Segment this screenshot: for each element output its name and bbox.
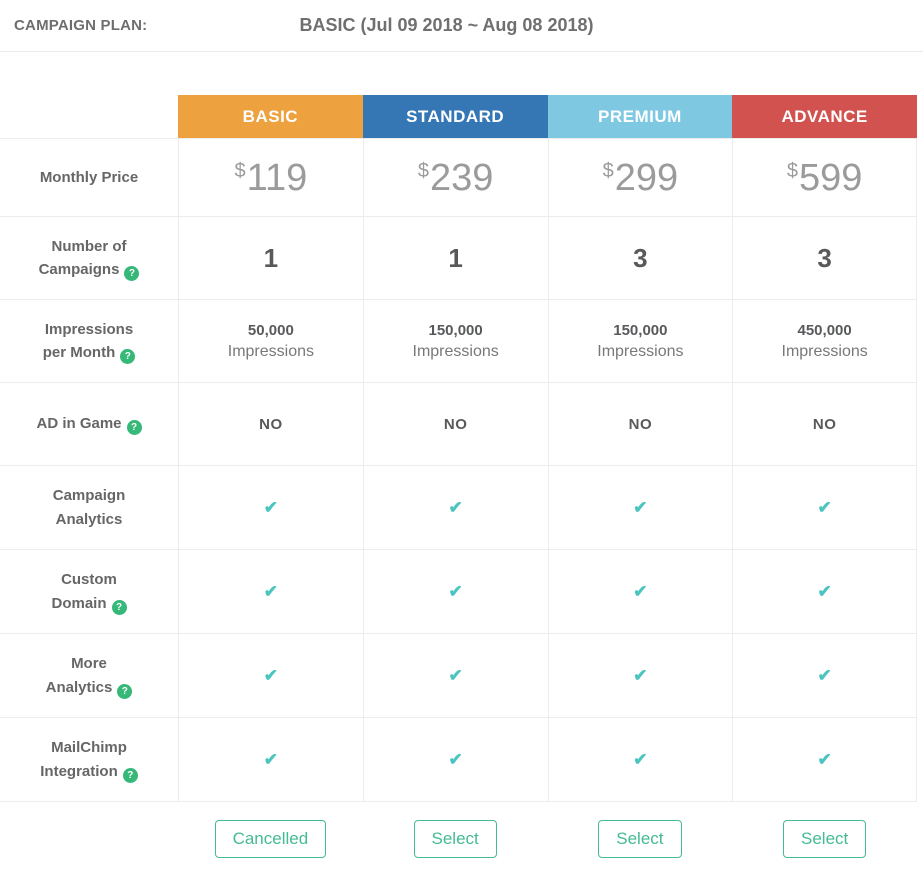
campaign-analytics-standard: ✔ <box>362 466 548 550</box>
check-icon: ✔ <box>263 497 278 517</box>
campaign-analytics-basic: ✔ <box>178 466 363 550</box>
mailchimp-standard: ✔ <box>362 718 548 802</box>
footer-advance: Select <box>732 802 917 875</box>
price-advance: $599 <box>732 139 917 217</box>
check-icon: ✔ <box>263 665 278 685</box>
more-analytics-premium: ✔ <box>547 634 733 718</box>
plan-header-standard: STANDARD <box>362 95 548 139</box>
currency-symbol: $ <box>786 159 798 182</box>
select-advance-button[interactable]: Select <box>783 819 867 858</box>
row-label-monthly-price: Monthly Price <box>0 139 178 217</box>
row-label-number-of-campaigns: Number of Campaigns? <box>0 217 178 300</box>
check-icon: ✔ <box>448 581 463 601</box>
help-icon[interactable]: ? <box>120 349 136 364</box>
check-icon: ✔ <box>448 497 463 517</box>
mailchimp-advance: ✔ <box>732 718 917 802</box>
campaigns-basic: 1 <box>178 217 363 300</box>
campaign-plan-bar: CAMPAIGN PLAN: BASIC (Jul 09 2018 ~ Aug … <box>0 0 923 52</box>
check-icon: ✔ <box>448 665 463 685</box>
custom-domain-standard: ✔ <box>362 550 548 634</box>
ad-in-game-basic: NO <box>178 383 363 466</box>
campaigns-premium: 3 <box>547 217 733 300</box>
plan-header-advance: ADVANCE <box>732 95 917 139</box>
more-analytics-advance: ✔ <box>732 634 917 718</box>
mailchimp-premium: ✔ <box>547 718 733 802</box>
check-icon: ✔ <box>633 497 648 517</box>
check-icon: ✔ <box>817 665 832 685</box>
impressions-standard: 150,000 Impressions <box>362 300 548 383</box>
row-label-impressions-per-month: Impressions per Month? <box>0 300 178 383</box>
custom-domain-advance: ✔ <box>732 550 917 634</box>
campaign-plan-title: BASIC (Jul 09 2018 ~ Aug 08 2018) <box>299 15 594 35</box>
row-label-more-analytics: More Analytics? <box>0 634 178 718</box>
impressions-basic: 50,000 Impressions <box>178 300 363 383</box>
mailchimp-basic: ✔ <box>178 718 363 802</box>
ad-in-game-premium: NO <box>547 383 733 466</box>
ad-in-game-standard: NO <box>362 383 548 466</box>
pricing-table: BASIC STANDARD PREMIUM ADVANCE Monthly P… <box>0 95 917 875</box>
help-icon[interactable]: ? <box>122 767 138 783</box>
price-premium: $299 <box>547 139 733 217</box>
cancelled-button[interactable]: Cancelled <box>214 819 327 858</box>
help-icon[interactable]: ? <box>124 266 140 281</box>
footer-standard: Select <box>363 802 548 875</box>
price-basic: $119 <box>178 139 363 217</box>
currency-symbol: $ <box>602 159 614 182</box>
custom-domain-premium: ✔ <box>547 550 733 634</box>
more-analytics-standard: ✔ <box>362 634 548 718</box>
select-standard-button[interactable]: Select <box>413 819 497 858</box>
currency-symbol: $ <box>234 159 246 182</box>
check-icon: ✔ <box>633 749 648 769</box>
campaign-analytics-premium: ✔ <box>547 466 733 550</box>
impressions-premium: 150,000 Impressions <box>547 300 733 383</box>
campaigns-advance: 3 <box>732 217 917 300</box>
help-icon[interactable]: ? <box>111 599 127 615</box>
check-icon: ✔ <box>263 749 278 769</box>
check-icon: ✔ <box>817 497 832 517</box>
header-spacer <box>0 95 178 139</box>
campaigns-standard: 1 <box>362 217 548 300</box>
campaign-plan-label: CAMPAIGN PLAN: <box>14 17 148 34</box>
currency-symbol: $ <box>417 159 429 182</box>
custom-domain-basic: ✔ <box>178 550 363 634</box>
more-analytics-basic: ✔ <box>178 634 363 718</box>
check-icon: ✔ <box>633 665 648 685</box>
check-icon: ✔ <box>817 749 832 769</box>
row-label-custom-domain: Custom Domain? <box>0 550 178 634</box>
row-label-campaign-analytics: Campaign Analytics <box>0 466 178 550</box>
impressions-advance: 450,000 Impressions <box>732 300 917 383</box>
plan-header-premium: PREMIUM <box>547 95 733 139</box>
campaign-analytics-advance: ✔ <box>732 466 917 550</box>
select-premium-button[interactable]: Select <box>598 819 682 858</box>
help-icon[interactable]: ? <box>126 420 142 436</box>
check-icon: ✔ <box>817 581 832 601</box>
price-standard: $239 <box>362 139 548 217</box>
check-icon: ✔ <box>633 581 648 601</box>
row-label-mailchimp-integration: MailChimp Integration? <box>0 718 178 802</box>
row-label-ad-in-game: AD in Game? <box>0 383 178 466</box>
check-icon: ✔ <box>448 749 463 769</box>
help-icon[interactable]: ? <box>117 683 133 699</box>
footer-basic: Cancelled <box>178 802 363 875</box>
footer-premium: Select <box>548 802 733 875</box>
check-icon: ✔ <box>263 581 278 601</box>
footer-spacer <box>0 802 178 875</box>
ad-in-game-advance: NO <box>732 383 917 466</box>
plan-header-basic: BASIC <box>178 95 363 139</box>
